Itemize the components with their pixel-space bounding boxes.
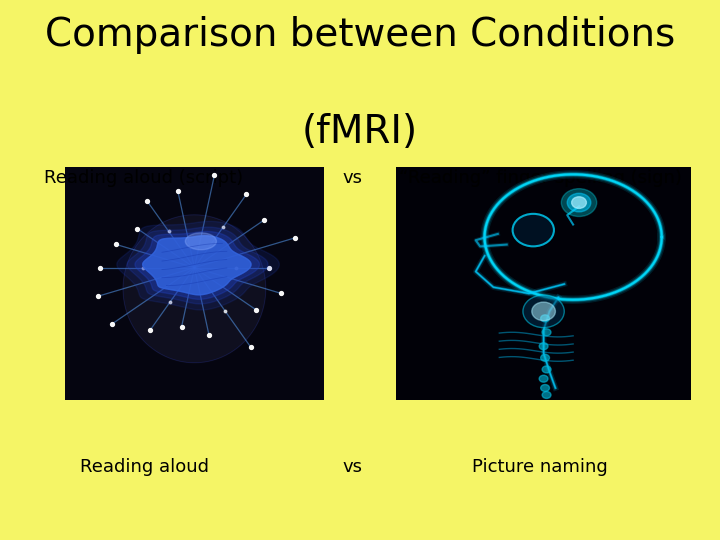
Text: Picture naming: Picture naming: [472, 458, 608, 476]
Text: Reading aloud: Reading aloud: [79, 458, 209, 476]
Text: vs: vs: [343, 458, 363, 476]
Text: Reading aloud (script): Reading aloud (script): [45, 169, 243, 187]
Bar: [396, 167, 691, 400]
Text: (fMRI): (fMRI): [302, 113, 418, 151]
Text: vs: vs: [343, 169, 363, 187]
Text: “Reading” finger spelling (sign): “Reading” finger spelling (sign): [399, 169, 681, 187]
Bar: [65, 167, 324, 400]
Text: Comparison between Conditions: Comparison between Conditions: [45, 16, 675, 54]
